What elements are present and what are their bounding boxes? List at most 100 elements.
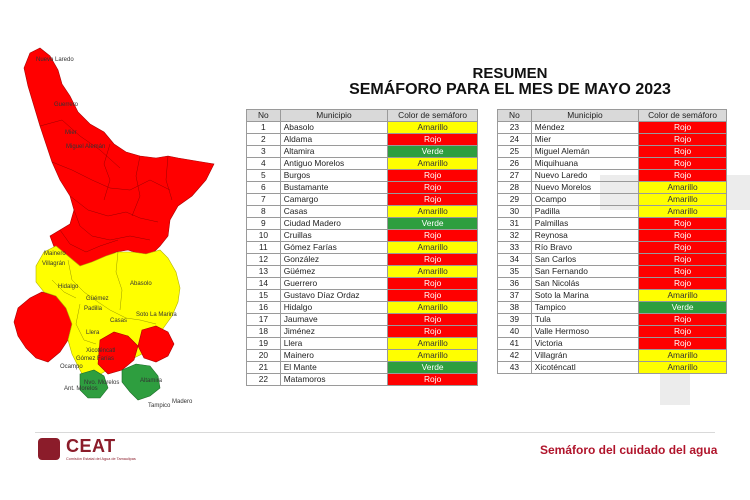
table-row: 16 Hidalgo Amarillo bbox=[246, 301, 478, 314]
table-row: 23 Méndez Rojo bbox=[497, 121, 727, 134]
cell-no: 36 bbox=[497, 277, 532, 290]
table-row: 11 Gómez Farías Amarillo bbox=[246, 241, 478, 254]
cell-color: Amarillo bbox=[387, 337, 478, 350]
cell-municipio: Padilla bbox=[530, 205, 640, 218]
cell-municipio: Burgos bbox=[279, 169, 389, 182]
table-row: 19 Llera Amarillo bbox=[246, 337, 478, 350]
map-label: Llera bbox=[86, 330, 100, 336]
page-subtitle: SEMÁFORO PARA EL MES DE MAYO 2023 bbox=[349, 81, 671, 98]
map-label: Abasolo bbox=[130, 281, 152, 287]
cell-municipio: Miguel Alemán bbox=[530, 145, 640, 158]
cell-no: 32 bbox=[497, 229, 532, 242]
cell-no: 10 bbox=[246, 229, 281, 242]
table-row: 17 Jaumave Rojo bbox=[246, 313, 478, 326]
cell-municipio: Altamira bbox=[279, 145, 389, 158]
table-row: 7 Camargo Rojo bbox=[246, 193, 478, 206]
cell-no: 4 bbox=[246, 157, 281, 170]
cell-no: 6 bbox=[246, 181, 281, 194]
cell-color: Rojo bbox=[638, 133, 727, 146]
cell-color: Rojo bbox=[387, 313, 478, 326]
header-color: Color de semáforo bbox=[638, 109, 727, 122]
page-title: RESUMEN bbox=[472, 65, 548, 82]
cell-municipio: Nuevo Laredo bbox=[530, 169, 640, 182]
cell-no: 13 bbox=[246, 265, 281, 278]
cell-color: Rojo bbox=[387, 373, 478, 386]
cell-no: 8 bbox=[246, 205, 281, 218]
cell-color: Amarillo bbox=[638, 349, 727, 362]
cell-no: 41 bbox=[497, 337, 532, 350]
map-label: Madero bbox=[172, 399, 193, 405]
cell-municipio: Matamoros bbox=[279, 373, 389, 386]
table-row: 4 Antiguo Morelos Amarillo bbox=[246, 157, 478, 170]
cell-no: 9 bbox=[246, 217, 281, 230]
table-row: 9 Ciudad Madero Verde bbox=[246, 217, 478, 230]
table-row: 30 Padilla Amarillo bbox=[497, 205, 727, 218]
map-label: Nvo. Morelos bbox=[84, 380, 119, 386]
cell-color: Verde bbox=[387, 217, 478, 230]
cell-no: 2 bbox=[246, 133, 281, 146]
table-row: 39 Tula Rojo bbox=[497, 313, 727, 326]
cell-color: Amarillo bbox=[638, 193, 727, 206]
header-no: No bbox=[246, 109, 281, 122]
cell-color: Rojo bbox=[638, 217, 727, 230]
map-label: Gómez Farías bbox=[76, 356, 114, 362]
map-region-red bbox=[137, 325, 175, 363]
municipal-borders bbox=[51, 251, 157, 345]
table-row: 13 Güémez Amarillo bbox=[246, 265, 478, 278]
cell-municipio: Soto la Marina bbox=[530, 289, 640, 302]
cell-color: Amarillo bbox=[387, 265, 478, 278]
cell-municipio: Bustamante bbox=[279, 181, 389, 194]
cell-color: Rojo bbox=[638, 253, 727, 266]
cell-color: Rojo bbox=[638, 325, 727, 338]
table-row: 21 El Mante Verde bbox=[246, 361, 478, 374]
cell-color: Rojo bbox=[387, 277, 478, 290]
cell-no: 22 bbox=[246, 373, 281, 386]
header-no: No bbox=[497, 109, 532, 122]
cell-color: Amarillo bbox=[638, 181, 727, 194]
cell-municipio: Nuevo Morelos bbox=[530, 181, 640, 194]
table-row: 10 Cruillas Rojo bbox=[246, 229, 478, 242]
table-row: 40 Valle Hermoso Rojo bbox=[497, 325, 727, 338]
cell-municipio: Palmillas bbox=[530, 217, 640, 230]
table-row: 1 Abasolo Amarillo bbox=[246, 121, 478, 134]
cell-no: 42 bbox=[497, 349, 532, 362]
cell-municipio: Llera bbox=[279, 337, 389, 350]
cell-color: Amarillo bbox=[387, 301, 478, 314]
cell-color: Rojo bbox=[387, 193, 478, 206]
cell-color: Rojo bbox=[638, 229, 727, 242]
cell-municipio: Guerrero bbox=[279, 277, 389, 290]
cell-municipio: Abasolo bbox=[279, 121, 389, 134]
cell-color: Rojo bbox=[638, 337, 727, 350]
map-label: Tampico bbox=[148, 403, 171, 409]
cell-no: 40 bbox=[497, 325, 532, 338]
cell-no: 25 bbox=[497, 145, 532, 158]
cell-no: 12 bbox=[246, 253, 281, 266]
table-row: 37 Soto la Marina Amarillo bbox=[497, 289, 727, 302]
cell-no: 16 bbox=[246, 301, 281, 314]
semaforo-table-left: No Municipio Color de semáforo 1 Abasolo A… bbox=[246, 109, 478, 386]
cell-municipio: Antiguo Morelos bbox=[279, 157, 389, 170]
tamaulipas-map: Nuevo Laredo Guerrero Mier Miguel Alemán… bbox=[13, 47, 215, 409]
cell-color: Verde bbox=[387, 145, 478, 158]
table-row: 33 Río Bravo Rojo bbox=[497, 241, 727, 254]
table-row: 18 Jiménez Rojo bbox=[246, 325, 478, 338]
map-label: Soto La Marina bbox=[136, 312, 177, 318]
table-row: 14 Guerrero Rojo bbox=[246, 277, 478, 290]
table-row: 29 Ocampo Amarillo bbox=[497, 193, 727, 206]
table-row: 36 San Nicolás Rojo bbox=[497, 277, 727, 290]
cell-no: 7 bbox=[246, 193, 281, 206]
drop-icon bbox=[38, 438, 60, 460]
table-row: 5 Burgos Rojo bbox=[246, 169, 478, 182]
table-row: 38 Tampico Verde bbox=[497, 301, 727, 314]
cell-no: 33 bbox=[497, 241, 532, 254]
map-label: Hidalgo bbox=[58, 284, 79, 290]
cell-municipio: Méndez bbox=[530, 121, 640, 134]
cell-color: Rojo bbox=[387, 133, 478, 146]
cell-no: 3 bbox=[246, 145, 281, 158]
map-label: Mier bbox=[65, 130, 77, 136]
map-label: Casas bbox=[110, 318, 127, 324]
cell-color: Rojo bbox=[638, 313, 727, 326]
cell-no: 29 bbox=[497, 193, 532, 206]
map-label: Villagrán bbox=[42, 261, 65, 267]
cell-color: Amarillo bbox=[638, 361, 727, 374]
